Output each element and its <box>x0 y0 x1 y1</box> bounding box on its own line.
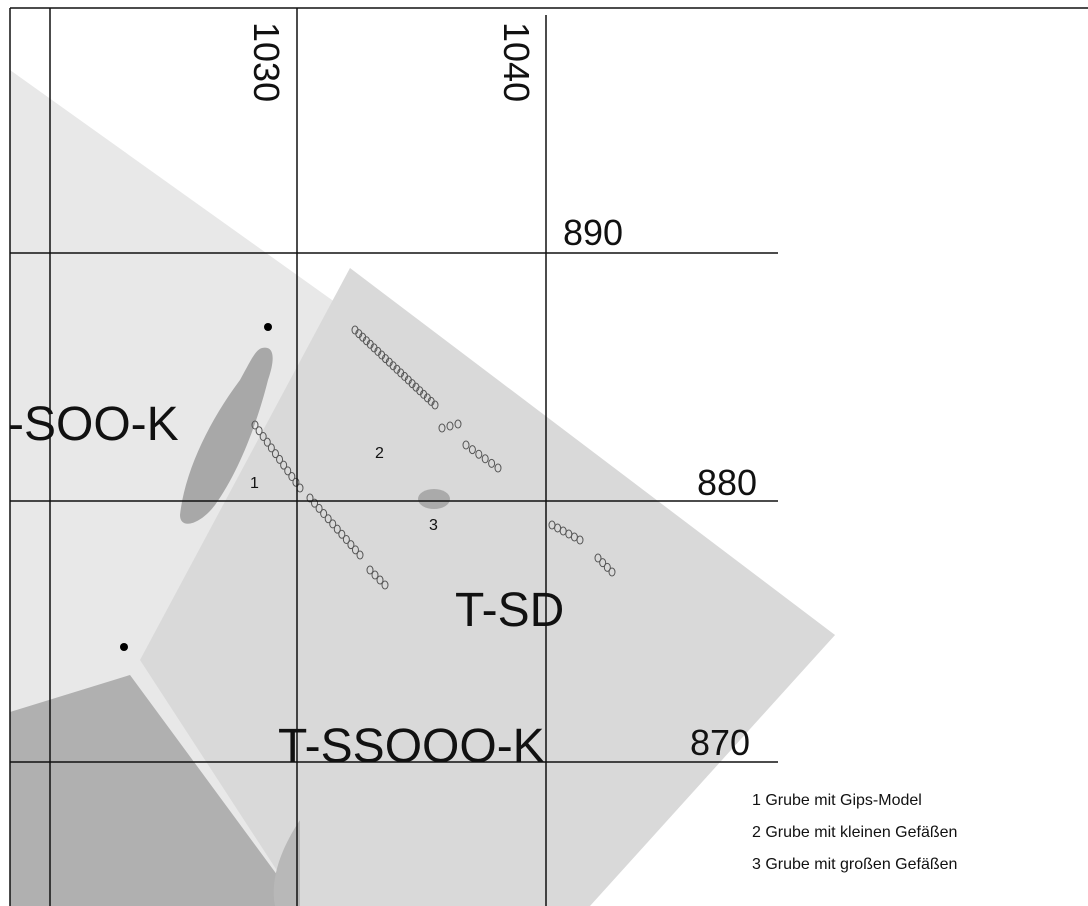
pit <box>271 449 279 459</box>
legend-item: 1 Grube mit Gips-Model <box>752 792 922 809</box>
pit <box>576 535 584 545</box>
dark-blob <box>180 347 273 524</box>
pit <box>446 421 454 431</box>
pit <box>481 454 489 464</box>
legend-item: 3 Grube mit großen Gefäßen <box>752 856 957 873</box>
pit <box>267 443 275 453</box>
pit <box>292 477 300 487</box>
legend-item: 2 Grube mit kleinen Gefäßen <box>752 824 957 841</box>
grid-label: 870 <box>690 722 750 763</box>
dark-area <box>273 820 300 906</box>
grid-label: 1030 <box>246 22 287 102</box>
pit <box>488 458 496 468</box>
pit <box>438 423 446 433</box>
pit-3 <box>418 489 450 509</box>
pit <box>381 580 389 590</box>
pit <box>311 498 319 508</box>
pit <box>431 400 439 410</box>
pit <box>603 562 611 572</box>
pit <box>306 493 314 503</box>
pit <box>462 440 470 450</box>
grid-label: 890 <box>563 212 623 253</box>
pit <box>454 419 462 429</box>
pit <box>320 509 328 519</box>
pit <box>366 565 374 575</box>
pit <box>288 472 296 482</box>
dark-area <box>10 675 300 906</box>
pit <box>342 534 350 544</box>
pit <box>475 449 483 459</box>
pit <box>276 454 284 464</box>
area-label: T-SD <box>455 584 564 637</box>
pit <box>494 463 502 473</box>
pit <box>608 567 616 577</box>
pit <box>376 575 384 585</box>
pit <box>338 529 346 539</box>
feature-label: 3 <box>429 517 438 534</box>
pit <box>251 420 259 430</box>
pit <box>371 570 379 580</box>
pit <box>324 514 332 524</box>
grid-label: 880 <box>697 462 757 503</box>
feature-label: 1 <box>250 475 259 492</box>
pit <box>315 503 323 513</box>
pit <box>284 466 292 476</box>
grid-label: 1040 <box>496 22 537 102</box>
point <box>120 643 128 651</box>
pit <box>351 545 359 555</box>
pit <box>599 558 607 568</box>
pit <box>259 431 267 441</box>
pit <box>255 426 263 436</box>
pit <box>263 437 271 447</box>
pit <box>329 519 337 529</box>
pit <box>280 460 288 470</box>
feature-label: 2 <box>375 445 384 462</box>
area-label: -SOO-K <box>8 398 179 451</box>
t-sd-area <box>140 268 835 906</box>
point <box>264 323 272 331</box>
pits <box>251 325 616 590</box>
pit <box>468 445 476 455</box>
area-label: T-SSOOO-K <box>278 720 545 773</box>
pit <box>347 540 355 550</box>
pit <box>356 550 364 560</box>
pit <box>594 553 602 563</box>
pit <box>333 524 341 534</box>
